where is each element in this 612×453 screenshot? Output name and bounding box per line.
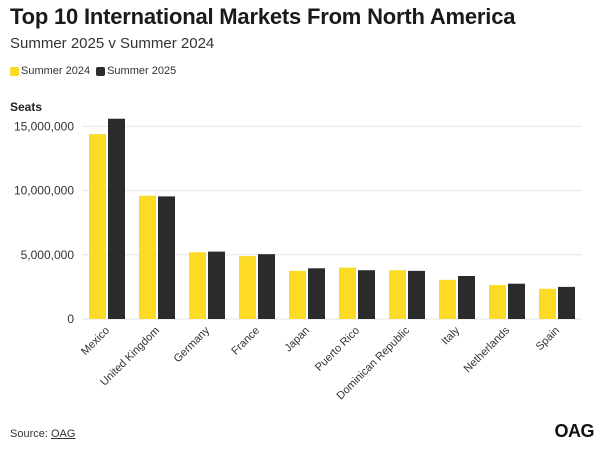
- bar-summer-2024: [289, 270, 306, 319]
- y-axis-label: Seats: [10, 100, 43, 114]
- oag-logo: OAG: [554, 421, 594, 441]
- bar-summer-2024: [339, 267, 356, 319]
- bar-summer-2024: [89, 134, 106, 319]
- bar-summer-2024: [239, 256, 256, 319]
- bar-summer-2024: [439, 279, 456, 319]
- x-tick-label: Mexico: [79, 325, 112, 358]
- bar-summer-2024: [189, 252, 206, 319]
- x-tick-label: Italy: [439, 324, 462, 347]
- bar-summer-2025: [308, 268, 325, 319]
- legend: Summer 2024 Summer 2025: [10, 65, 182, 77]
- legend-item-summer-2025: Summer 2025: [96, 65, 176, 77]
- source-note: Source: OAG: [10, 428, 75, 440]
- bar-summer-2025: [258, 254, 275, 319]
- x-tick-label: France: [229, 325, 262, 358]
- bar-summer-2025: [508, 283, 525, 319]
- legend-swatch-summer-2025: [96, 66, 106, 76]
- legend-label-summer-2024: Summer 2024: [21, 65, 91, 77]
- bar-summer-2024: [539, 288, 556, 319]
- source-label: Source:: [10, 428, 48, 440]
- legend-swatch-summer-2024: [10, 66, 19, 76]
- y-tick-label: 15,000,000: [14, 119, 74, 133]
- chart-title: Top 10 International Markets From North …: [10, 4, 516, 29]
- bar-summer-2024: [139, 195, 156, 319]
- x-tick-label: Germany: [172, 324, 213, 365]
- bar-summer-2025: [558, 286, 575, 319]
- bar-summer-2025: [108, 118, 125, 319]
- legend-label-summer-2025: Summer 2025: [107, 65, 177, 77]
- bar-summer-2025: [158, 196, 175, 319]
- chart-subtitle: Summer 2025 v Summer 2024: [10, 35, 215, 52]
- bar-summer-2025: [458, 275, 475, 319]
- bar-summer-2025: [208, 251, 225, 319]
- x-tick-label: Japan: [282, 325, 312, 355]
- bar-summer-2025: [408, 270, 425, 319]
- x-tick-label: Spain: [534, 325, 562, 353]
- bar-summer-2024: [389, 270, 406, 319]
- y-tick-label: 5,000,000: [21, 248, 75, 262]
- legend-item-summer-2024: Summer 2024: [10, 65, 90, 77]
- bar-summer-2025: [358, 270, 375, 319]
- y-tick-label: 0: [67, 312, 74, 326]
- source-link[interactable]: OAG: [50, 428, 76, 440]
- bar-summer-2024: [489, 284, 506, 319]
- y-tick-label: 10,000,000: [14, 184, 74, 198]
- x-tick-label: Puerto Rico: [313, 325, 362, 374]
- x-tick-label: Netherlands: [462, 324, 513, 375]
